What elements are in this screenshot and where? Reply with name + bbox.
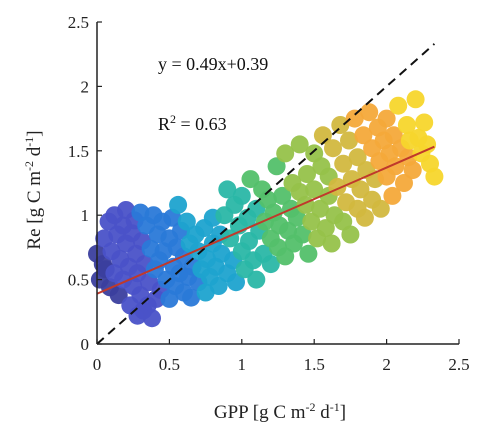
data-point bbox=[403, 161, 422, 180]
data-point bbox=[241, 170, 260, 189]
data-point bbox=[298, 165, 316, 183]
data-point bbox=[425, 167, 444, 186]
data-point bbox=[351, 180, 370, 199]
data-point bbox=[267, 157, 286, 176]
data-point bbox=[299, 244, 318, 263]
data-point bbox=[334, 154, 353, 173]
data-point bbox=[218, 180, 237, 199]
regression-line bbox=[96, 145, 435, 295]
y-tick-label: 2.5 bbox=[68, 13, 89, 32]
data-point bbox=[276, 144, 295, 163]
one-to-one-line bbox=[96, 43, 436, 345]
x-tick-label: 1.5 bbox=[304, 355, 325, 374]
x-tick-label: 1 bbox=[238, 355, 247, 374]
data-point bbox=[316, 219, 335, 238]
data-point bbox=[415, 113, 434, 132]
data-point bbox=[273, 186, 292, 205]
data-point bbox=[406, 90, 425, 109]
data-point bbox=[109, 286, 128, 305]
data-point bbox=[177, 212, 196, 231]
data-point bbox=[348, 148, 367, 167]
data-point bbox=[322, 234, 341, 253]
x-tick-label: 2 bbox=[382, 355, 391, 374]
data-point bbox=[345, 109, 364, 128]
data-point bbox=[341, 225, 360, 244]
data-point bbox=[261, 255, 280, 274]
y-tick-label: 1 bbox=[81, 206, 90, 225]
data-point bbox=[311, 199, 329, 218]
data-point bbox=[182, 288, 201, 307]
data-point bbox=[324, 139, 342, 158]
points-layer bbox=[88, 90, 444, 328]
data-point bbox=[331, 116, 350, 134]
x-axis-title: GPP [g C m-2 d-1] bbox=[214, 400, 346, 423]
y-tick-label: 0 bbox=[81, 335, 90, 354]
data-point bbox=[340, 131, 358, 150]
data-point bbox=[247, 270, 266, 289]
axes-layer: 0 0.5 1 1.5 2 2.5 0 0.5 1 1.5 2 2.5 bbox=[68, 13, 470, 374]
data-point bbox=[377, 109, 396, 128]
equation-annotation: y = 0.49x+0.39 bbox=[158, 54, 268, 74]
y-tick-label: 0.5 bbox=[68, 271, 89, 290]
data-point bbox=[276, 247, 295, 266]
y-tick-label: 2 bbox=[81, 77, 90, 96]
data-point bbox=[305, 180, 324, 199]
lines-layer bbox=[96, 43, 436, 345]
data-point bbox=[209, 277, 228, 295]
data-point bbox=[143, 309, 161, 328]
data-point bbox=[397, 116, 416, 134]
data-point bbox=[360, 103, 379, 122]
data-point bbox=[355, 208, 374, 227]
data-point bbox=[232, 186, 251, 205]
x-tick-label: 2.5 bbox=[448, 355, 469, 374]
y-tick-label: 1.5 bbox=[68, 142, 89, 161]
data-point bbox=[389, 96, 408, 115]
data-point bbox=[287, 208, 306, 227]
x-tick-label: 0.5 bbox=[159, 355, 180, 374]
data-point bbox=[371, 199, 390, 218]
data-point bbox=[354, 126, 373, 145]
data-point bbox=[290, 135, 309, 154]
data-point bbox=[293, 225, 312, 244]
data-point bbox=[383, 186, 402, 205]
data-point bbox=[169, 195, 188, 214]
r2-annotation: R2 = 0.63 bbox=[158, 112, 227, 134]
data-point bbox=[395, 174, 413, 192]
y-axis-title: Re [g C m-2 d-1] bbox=[22, 130, 45, 249]
data-point bbox=[302, 212, 321, 231]
x-tick-label: 0 bbox=[93, 355, 102, 374]
data-point bbox=[227, 273, 245, 292]
